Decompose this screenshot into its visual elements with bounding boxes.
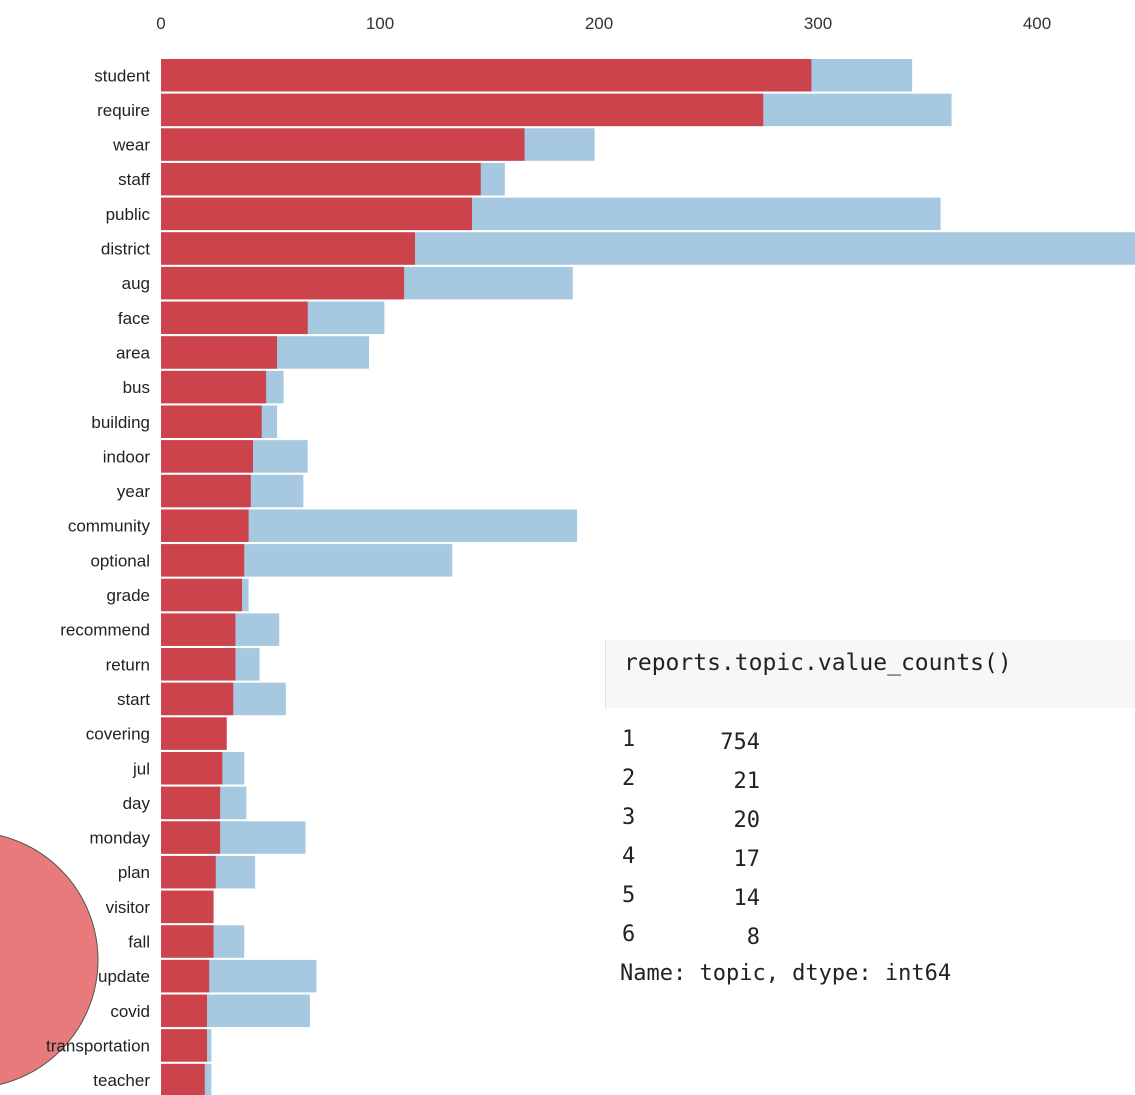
count-index: 1 xyxy=(622,727,636,752)
bar-community[interactable] xyxy=(161,509,249,542)
term-label: grade xyxy=(107,586,150,605)
count-value: 20 xyxy=(733,808,761,833)
bar-return[interactable] xyxy=(161,648,236,681)
term-label: fall xyxy=(128,933,150,952)
term-label: area xyxy=(116,343,151,362)
bar-transportation[interactable] xyxy=(161,1029,207,1062)
value-counts-output: 1 754 2 21 3 20 4 17 5 14 6 8 xyxy=(622,727,822,961)
bar-covid[interactable] xyxy=(161,994,207,1028)
code-command: reports.topic.value_counts() xyxy=(624,650,1012,676)
count-row: 1 754 xyxy=(622,727,822,766)
count-index: 6 xyxy=(622,922,636,947)
term-label: transportation xyxy=(46,1036,150,1055)
term-label: face xyxy=(118,309,150,328)
bar-jul[interactable] xyxy=(161,752,223,785)
term-label: monday xyxy=(90,829,151,848)
bar-public[interactable] xyxy=(161,197,472,231)
count-row: 2 21 xyxy=(622,766,822,805)
term-labels: student require wear staff public district aug… xyxy=(46,66,150,1090)
bar-monday[interactable] xyxy=(161,821,221,854)
bar-area[interactable] xyxy=(161,336,278,369)
count-row: 5 14 xyxy=(622,883,822,922)
bar-aug[interactable] xyxy=(161,266,405,300)
bar-district[interactable] xyxy=(161,232,416,265)
series-name-line: Name: topic, dtype: int64 xyxy=(620,961,952,986)
count-value: 17 xyxy=(733,847,761,872)
term-label: teacher xyxy=(93,1071,150,1090)
count-row: 3 20 xyxy=(622,805,822,844)
x-tick-label: 200 xyxy=(585,14,613,33)
code-cell: reports.topic.value_counts() xyxy=(605,640,1135,708)
term-label: return xyxy=(106,655,150,674)
bar-indoor[interactable] xyxy=(161,440,253,473)
term-label: covid xyxy=(110,1002,150,1021)
count-index: 2 xyxy=(622,766,636,791)
term-label: require xyxy=(97,101,150,120)
x-tick-label: 100 xyxy=(366,14,394,33)
term-label: optional xyxy=(90,551,150,570)
term-label: aug xyxy=(122,274,150,293)
bar-require[interactable] xyxy=(161,93,764,127)
bar-face[interactable] xyxy=(161,301,308,335)
term-label: community xyxy=(68,517,151,536)
bar-grade[interactable] xyxy=(161,578,243,612)
bar-wear[interactable] xyxy=(161,128,525,161)
term-label: district xyxy=(101,240,150,259)
count-row: 6 8 xyxy=(622,922,822,961)
bar-start[interactable] xyxy=(161,682,234,716)
bar-optional[interactable] xyxy=(161,544,245,577)
count-index: 4 xyxy=(622,844,636,869)
bar-recommend[interactable] xyxy=(161,613,236,646)
count-value: 8 xyxy=(746,925,760,950)
bar-bus[interactable] xyxy=(161,370,267,404)
count-index: 3 xyxy=(622,805,636,830)
term-label: public xyxy=(106,205,151,224)
bar-teacher[interactable] xyxy=(161,1063,205,1095)
term-label: update xyxy=(98,967,150,986)
count-value: 754 xyxy=(720,730,760,755)
term-label: start xyxy=(117,690,150,709)
bar-plan[interactable] xyxy=(161,855,216,889)
term-label: visitor xyxy=(106,898,151,917)
term-label: student xyxy=(94,66,150,85)
term-label: day xyxy=(123,794,151,813)
term-label: plan xyxy=(118,863,150,882)
term-label: recommend xyxy=(60,621,150,640)
term-label: covering xyxy=(86,725,150,744)
bar-covering[interactable] xyxy=(161,717,227,750)
bars xyxy=(161,59,1135,1095)
bar-update[interactable] xyxy=(161,959,210,993)
bar-year[interactable] xyxy=(161,474,251,508)
term-label: wear xyxy=(112,136,150,155)
x-tick-label: 300 xyxy=(804,14,832,33)
bar-student[interactable] xyxy=(161,59,812,92)
term-label: jul xyxy=(132,759,150,778)
x-tick-label: 400 xyxy=(1023,14,1051,33)
bar-building[interactable] xyxy=(161,405,262,439)
bar-staff[interactable] xyxy=(161,162,481,196)
count-value: 21 xyxy=(733,769,761,794)
x-axis-ticks: 0 100 200 300 400 xyxy=(156,14,1051,33)
bar-fall[interactable] xyxy=(161,925,214,958)
term-label: staff xyxy=(118,170,150,189)
term-label: building xyxy=(91,413,150,432)
count-row: 4 17 xyxy=(622,844,822,883)
bar-visitor[interactable] xyxy=(161,890,214,924)
bar-day[interactable] xyxy=(161,786,221,820)
x-tick-label: 0 xyxy=(156,14,165,33)
term-label: bus xyxy=(123,378,150,397)
count-value: 14 xyxy=(733,886,761,911)
term-label: year xyxy=(117,482,150,501)
term-label: indoor xyxy=(103,447,151,466)
count-index: 5 xyxy=(622,883,636,908)
topic-bubble[interactable] xyxy=(0,832,99,1088)
